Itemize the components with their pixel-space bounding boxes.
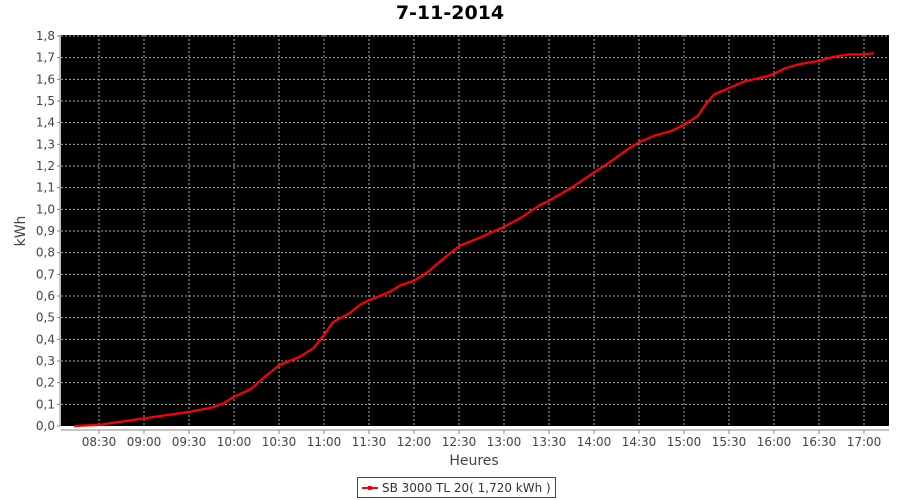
data-point bbox=[359, 303, 361, 306]
data-point bbox=[638, 141, 640, 144]
y-tick-label: 1,2 bbox=[36, 159, 55, 173]
chart-title: 7-11-2014 bbox=[395, 2, 505, 24]
data-point bbox=[299, 355, 301, 358]
data-point bbox=[863, 53, 865, 56]
x-tick-label: 10:00 bbox=[217, 435, 252, 449]
data-point bbox=[570, 186, 573, 189]
y-tick-label: 0,9 bbox=[36, 224, 55, 238]
x-tick-label: 10:30 bbox=[262, 435, 297, 449]
y-tick-label: 0,3 bbox=[36, 354, 55, 368]
data-point bbox=[143, 417, 145, 420]
y-tick-label: 0,6 bbox=[36, 289, 55, 303]
x-tick-label: 14:00 bbox=[577, 435, 612, 449]
series-layer bbox=[74, 52, 874, 428]
legend: SB 3000 TL 20( 1,720 kWh ) bbox=[357, 477, 556, 498]
data-point bbox=[818, 59, 820, 62]
data-point bbox=[210, 406, 213, 409]
data-point bbox=[399, 284, 402, 287]
data-point bbox=[743, 80, 745, 83]
data-point bbox=[264, 375, 267, 378]
x-tick-label: 12:00 bbox=[397, 435, 432, 449]
x-tick-label: 11:30 bbox=[352, 435, 387, 449]
x-tick-label: 16:00 bbox=[757, 435, 792, 449]
y-tick-label: 0,4 bbox=[36, 332, 55, 346]
data-point bbox=[519, 217, 522, 219]
data-point bbox=[669, 130, 672, 133]
data-point bbox=[426, 271, 429, 274]
x-tick-label: 13:00 bbox=[487, 435, 522, 449]
data-point bbox=[278, 364, 280, 367]
x-tick-label: 17:00 bbox=[847, 435, 882, 449]
data-point bbox=[413, 279, 415, 282]
y-tick-label: 1,6 bbox=[36, 72, 55, 86]
y-tick-label: 1,7 bbox=[36, 51, 55, 65]
data-point bbox=[539, 204, 541, 206]
data-point bbox=[479, 236, 481, 239]
data-point bbox=[98, 423, 100, 426]
data-point bbox=[389, 290, 391, 293]
data-point bbox=[849, 53, 852, 56]
x-tick-label: 08:30 bbox=[82, 435, 117, 449]
data-point bbox=[683, 123, 685, 126]
data-point bbox=[696, 115, 699, 118]
axes: 0,0 0,1 0,2 0,3 0,4 0,5 0,6 0,7 0,8 0,9 1,0 1,1 1,2 1… bbox=[36, 29, 889, 449]
y-tick-label: 1,4 bbox=[36, 116, 55, 130]
series-line bbox=[74, 52, 874, 428]
x-tick-label: 09:30 bbox=[172, 435, 207, 449]
x-tick-label: 15:30 bbox=[712, 435, 747, 449]
y-tick-label: 1,8 bbox=[36, 29, 55, 43]
x-tick-label: 13:30 bbox=[532, 435, 567, 449]
data-point bbox=[783, 67, 786, 70]
data-point bbox=[624, 149, 627, 152]
data-point bbox=[74, 425, 76, 427]
data-point bbox=[458, 245, 460, 248]
data-point bbox=[728, 87, 730, 89]
data-point bbox=[713, 93, 715, 96]
data-point bbox=[609, 160, 612, 163]
x-axis-label: Heures bbox=[449, 453, 498, 469]
data-point bbox=[323, 334, 325, 336]
data-point bbox=[312, 347, 315, 349]
x-tick-label: 11:00 bbox=[307, 435, 342, 449]
y-tick-label: 1,0 bbox=[36, 202, 55, 216]
y-tick-label: 0,0 bbox=[36, 419, 55, 433]
data-point bbox=[773, 72, 775, 75]
data-point bbox=[503, 225, 505, 228]
data-point bbox=[872, 52, 874, 55]
y-tick-label: 0,5 bbox=[36, 311, 55, 325]
data-point bbox=[593, 171, 595, 174]
data-point bbox=[249, 388, 252, 391]
legend-label: SB 3000 TL 20( 1,720 kWh ) bbox=[382, 480, 551, 495]
y-tick-label: 0,8 bbox=[36, 246, 55, 260]
data-point bbox=[833, 55, 835, 58]
y-tick-label: 0,2 bbox=[36, 376, 55, 390]
y-tick-label: 0,7 bbox=[36, 267, 55, 281]
data-point bbox=[798, 63, 801, 66]
x-tick-label: 14:30 bbox=[622, 435, 657, 449]
data-point bbox=[188, 410, 190, 413]
y-tick-label: 0,1 bbox=[36, 397, 55, 411]
data-point bbox=[653, 134, 655, 137]
data-point bbox=[222, 402, 225, 405]
data-point bbox=[548, 199, 550, 202]
y-axis-label: kWh bbox=[13, 216, 29, 247]
data-point bbox=[444, 256, 447, 258]
data-point bbox=[348, 312, 351, 315]
y-tick-label: 1,3 bbox=[36, 137, 55, 151]
data-point bbox=[332, 321, 334, 323]
y-tick-label: 1,1 bbox=[36, 181, 55, 195]
x-tick-label: 09:00 bbox=[127, 435, 162, 449]
data-point bbox=[233, 395, 235, 398]
legend-swatch bbox=[362, 485, 378, 490]
x-tick-label: 16:30 bbox=[802, 435, 837, 449]
y-tick-label: 1,5 bbox=[36, 94, 55, 108]
data-point bbox=[705, 102, 708, 105]
x-tick-label: 12:30 bbox=[442, 435, 477, 449]
data-point bbox=[762, 76, 765, 79]
x-tick-label: 15:00 bbox=[667, 435, 702, 449]
data-point bbox=[368, 299, 370, 302]
grid bbox=[61, 35, 889, 426]
